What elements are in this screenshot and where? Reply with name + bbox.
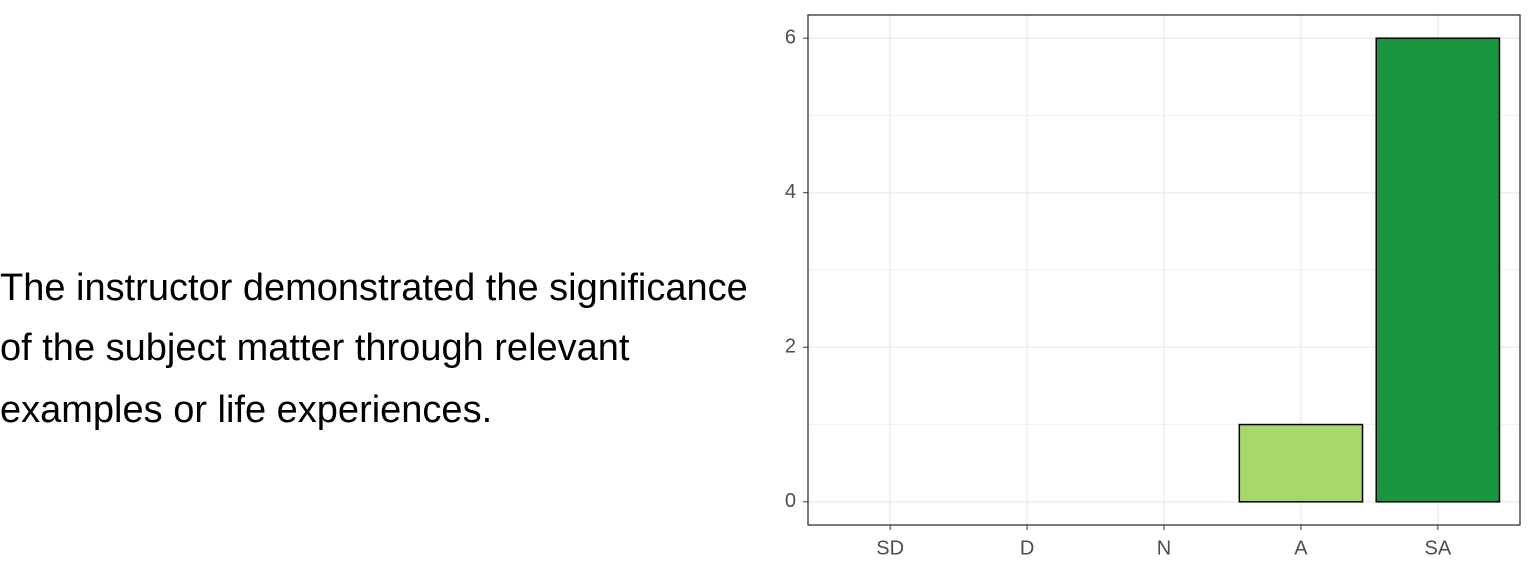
panel-border [807,14,1521,526]
bar [1375,37,1501,503]
y-tick-label: 2 [785,336,796,358]
x-tick-label: N [1157,537,1171,559]
question-line: of the subject matter through relevant [0,327,630,369]
y-tick-label: 6 [785,26,796,48]
y-tick-label: 4 [785,181,796,203]
x-tick-label: D [1020,537,1034,559]
bar [1238,423,1364,503]
y-tick-label: 0 [785,490,796,512]
x-tick-label: SA [1425,537,1452,559]
question-line: The instructor demonstrated the signific… [0,267,748,309]
x-tick-label: SD [876,537,904,559]
question: The instructor demonstrated the signific… [0,267,748,431]
chart: 0 2 4 6 SD D N A SA [785,14,1521,559]
question-line: examples or life experiences. [0,389,492,431]
x-tick-label: A [1294,537,1308,559]
